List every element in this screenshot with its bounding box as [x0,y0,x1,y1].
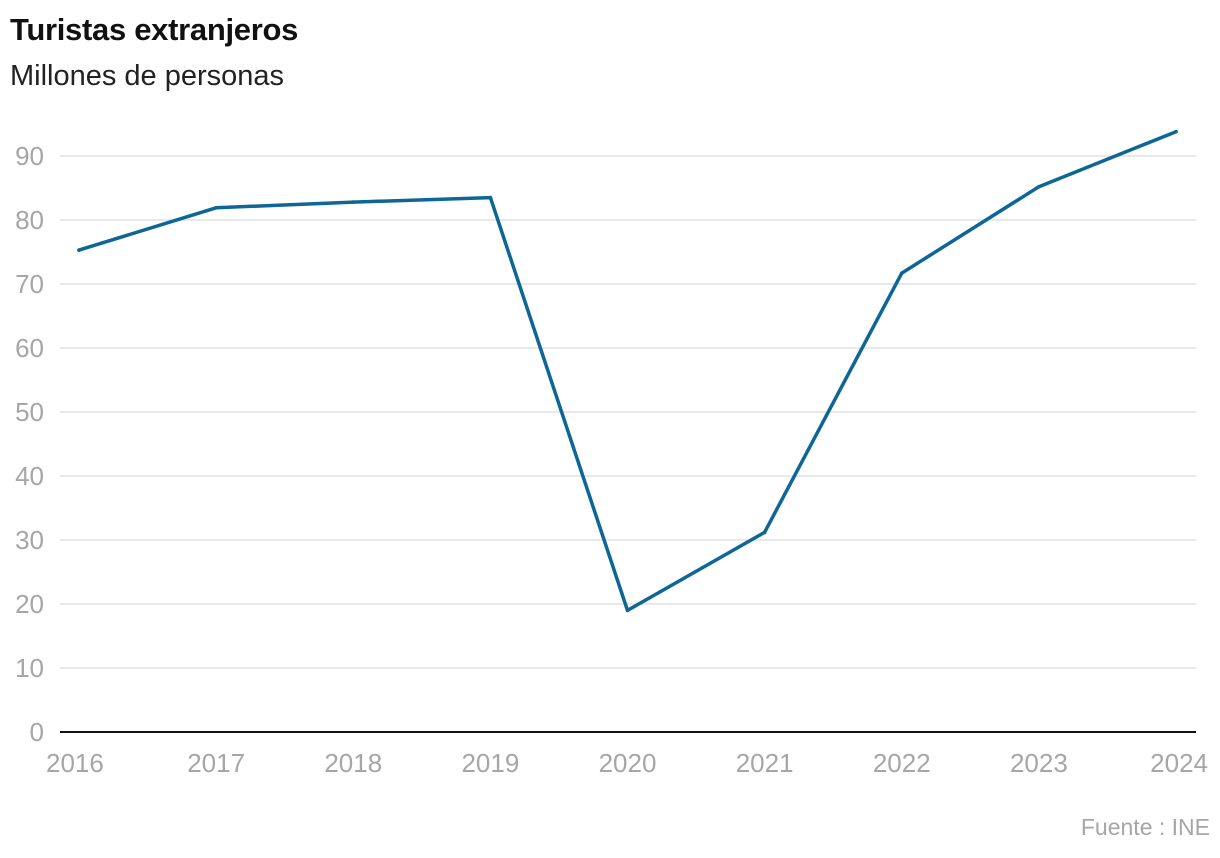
x-tick-label: 2021 [736,748,794,778]
data-point [762,530,767,535]
data-point [351,200,356,204]
x-tick-label: 2024 [1150,748,1208,778]
y-tick-label: 40 [15,461,44,491]
y-axis-ticks: 0 10 20 30 40 50 60 70 80 90 [15,141,44,747]
x-tick-label: 2023 [1010,748,1068,778]
data-point [899,271,904,275]
data-point [214,206,218,210]
gridlines [60,155,1196,669]
x-axis-ticks: 2016 2017 2018 2019 2020 2021 2022 2023 2024 [46,748,1208,778]
data-point [488,195,493,200]
series-layer [77,129,1178,613]
x-tick-label: 2017 [187,748,245,778]
y-tick-label: 20 [15,589,44,619]
data-point [1037,184,1041,189]
data-point [77,248,81,252]
y-tick-label: 70 [15,269,44,299]
chart-subtitle: Millones de personas [10,60,285,92]
y-tick-label: 0 [30,717,44,747]
y-tick-label: 50 [15,397,44,427]
x-tick-label: 2022 [873,748,931,778]
x-tick-label: 2019 [461,748,519,778]
y-tick-label: 30 [15,525,44,555]
x-tick-label: 2020 [599,748,657,778]
y-tick-label: 60 [15,333,44,363]
chart-title: Turistas extranjeros [10,12,299,47]
y-tick-label: 80 [15,205,44,235]
y-tick-label: 90 [15,141,44,171]
source-note: Fuente : INE [1080,814,1210,840]
series-line [77,129,1178,613]
x-tick-label: 2018 [324,748,382,778]
data-point [1174,129,1178,134]
y-tick-label: 10 [15,653,44,683]
data-point [625,608,630,613]
x-tick-label: 2016 [46,748,104,778]
